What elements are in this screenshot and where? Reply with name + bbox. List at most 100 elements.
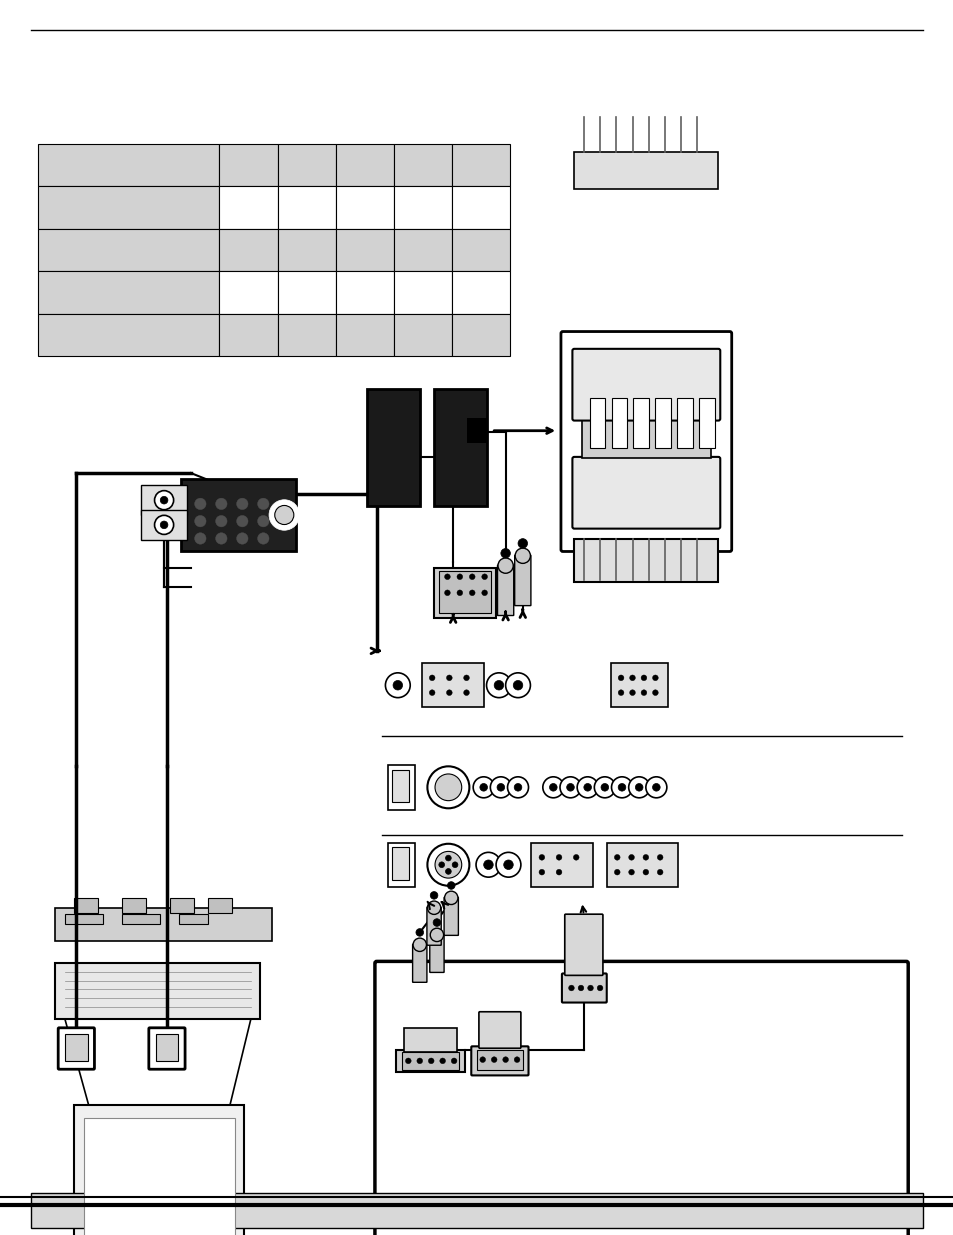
Bar <box>38 228 219 272</box>
Circle shape <box>635 783 642 792</box>
Bar <box>434 389 486 506</box>
Bar <box>181 479 295 551</box>
Circle shape <box>538 869 544 876</box>
Bar <box>392 847 409 879</box>
Circle shape <box>657 855 662 861</box>
Bar <box>74 898 98 913</box>
Circle shape <box>427 844 469 885</box>
Circle shape <box>444 590 450 595</box>
Circle shape <box>446 690 452 695</box>
Bar <box>581 394 710 458</box>
Bar <box>277 228 335 272</box>
Circle shape <box>447 882 455 889</box>
Circle shape <box>578 986 583 990</box>
Circle shape <box>587 986 593 990</box>
Circle shape <box>435 851 461 878</box>
Bar <box>633 398 648 448</box>
Bar <box>335 272 394 314</box>
Circle shape <box>439 1058 445 1063</box>
Bar <box>452 143 510 186</box>
Circle shape <box>160 496 168 504</box>
Circle shape <box>429 690 435 695</box>
Circle shape <box>483 860 493 869</box>
Circle shape <box>556 855 561 861</box>
Circle shape <box>652 690 658 695</box>
Circle shape <box>430 892 437 899</box>
Bar <box>655 398 670 448</box>
Circle shape <box>385 673 410 698</box>
Circle shape <box>481 574 487 579</box>
Circle shape <box>154 515 173 535</box>
Circle shape <box>549 783 557 792</box>
Circle shape <box>629 690 635 695</box>
Bar <box>394 272 452 314</box>
Circle shape <box>640 676 646 680</box>
Circle shape <box>257 498 269 510</box>
Bar <box>611 398 626 448</box>
Bar <box>574 538 718 582</box>
Bar <box>277 272 335 314</box>
Bar <box>476 1050 522 1070</box>
Circle shape <box>416 929 423 936</box>
FancyBboxPatch shape <box>149 1028 185 1070</box>
Bar <box>335 186 394 228</box>
Bar <box>434 568 496 618</box>
Circle shape <box>642 869 648 876</box>
Circle shape <box>556 869 561 876</box>
FancyBboxPatch shape <box>515 556 530 605</box>
Bar <box>122 914 160 924</box>
Bar <box>30 1193 923 1228</box>
Circle shape <box>491 1057 497 1062</box>
Bar <box>394 143 452 186</box>
Bar <box>394 314 452 356</box>
Circle shape <box>640 690 646 695</box>
Bar <box>122 898 146 913</box>
Circle shape <box>469 574 475 579</box>
Bar <box>65 1034 88 1061</box>
Bar <box>403 1028 456 1052</box>
Circle shape <box>559 777 580 798</box>
Circle shape <box>513 680 522 690</box>
Circle shape <box>542 777 563 798</box>
Circle shape <box>645 777 666 798</box>
Circle shape <box>618 783 625 792</box>
Circle shape <box>628 855 634 861</box>
Bar <box>141 510 187 540</box>
Circle shape <box>476 852 500 877</box>
Circle shape <box>494 680 503 690</box>
Bar <box>392 771 409 803</box>
Circle shape <box>568 986 574 990</box>
Bar <box>335 228 394 272</box>
Circle shape <box>628 777 649 798</box>
Circle shape <box>154 490 173 510</box>
Circle shape <box>427 902 440 914</box>
Circle shape <box>215 515 227 527</box>
Circle shape <box>236 498 248 510</box>
Circle shape <box>463 676 469 680</box>
Circle shape <box>496 852 520 877</box>
Bar <box>606 842 678 887</box>
FancyBboxPatch shape <box>561 973 606 1003</box>
Bar <box>452 186 510 228</box>
Bar <box>388 842 415 887</box>
Circle shape <box>269 500 299 530</box>
Circle shape <box>257 532 269 545</box>
Bar <box>452 228 510 272</box>
FancyBboxPatch shape <box>375 961 907 1235</box>
Circle shape <box>486 673 511 698</box>
Circle shape <box>445 855 451 861</box>
FancyBboxPatch shape <box>471 1046 528 1076</box>
Circle shape <box>427 767 469 808</box>
Bar <box>438 571 491 613</box>
Circle shape <box>160 521 168 529</box>
Circle shape <box>463 690 469 695</box>
FancyBboxPatch shape <box>497 566 513 615</box>
Circle shape <box>430 929 443 941</box>
Bar <box>277 143 335 186</box>
Bar <box>179 914 208 924</box>
Circle shape <box>236 515 248 527</box>
Circle shape <box>600 783 608 792</box>
Bar <box>219 186 277 228</box>
Circle shape <box>566 783 574 792</box>
Bar <box>401 1052 458 1070</box>
